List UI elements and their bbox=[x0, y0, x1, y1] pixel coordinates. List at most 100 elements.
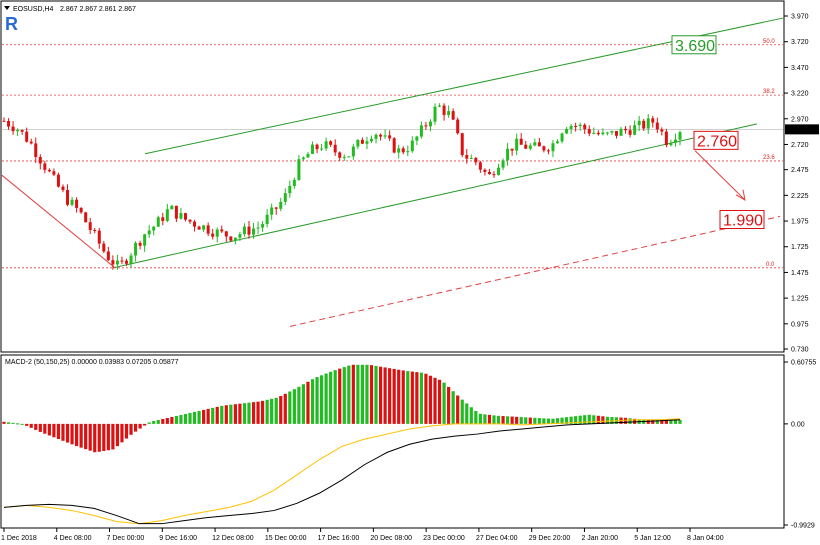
candle-body bbox=[497, 167, 501, 175]
dropdown-arrow-icon[interactable] bbox=[4, 6, 10, 10]
candle-body bbox=[646, 118, 650, 129]
candle-body bbox=[338, 152, 342, 158]
candle-body bbox=[388, 135, 392, 139]
candle-body bbox=[369, 138, 373, 142]
macd-histogram-bar bbox=[574, 416, 578, 424]
macd-histogram-bar bbox=[206, 408, 210, 424]
macd-histogram-bar bbox=[401, 370, 405, 424]
candle-body bbox=[515, 138, 519, 151]
macd-histogram-bar bbox=[496, 415, 501, 424]
macd-histogram-bar bbox=[156, 420, 160, 424]
candle-body bbox=[115, 260, 119, 265]
candle-body bbox=[238, 234, 242, 238]
macd-histogram-bar bbox=[474, 411, 478, 424]
macd-histogram-bar bbox=[515, 416, 519, 424]
candle-body bbox=[147, 230, 151, 235]
macd-histogram-bar bbox=[229, 404, 233, 424]
macd-histogram-bar bbox=[84, 423, 88, 450]
candle-body bbox=[256, 227, 260, 229]
brand-logo-letter: R bbox=[5, 14, 18, 34]
macd-histogram-bar bbox=[410, 371, 414, 424]
macd-histogram-bar bbox=[456, 395, 460, 424]
candle-body bbox=[152, 226, 156, 231]
y-tick-label: 2.970 bbox=[791, 116, 809, 123]
x-tick-label: 23 Dec 00:00 bbox=[423, 535, 465, 542]
x-tick-label: 4 Dec 08:00 bbox=[54, 535, 92, 542]
candle-body bbox=[16, 130, 20, 132]
macd-histogram-bar bbox=[61, 423, 65, 441]
macd-histogram-bar bbox=[669, 419, 673, 424]
candle-body bbox=[383, 135, 387, 137]
candle-body bbox=[415, 136, 419, 141]
macd-histogram-bar bbox=[596, 415, 600, 424]
macd-histogram-bar bbox=[211, 407, 215, 424]
macd-histogram-bar bbox=[143, 423, 147, 426]
macd-histogram-bar bbox=[74, 423, 79, 447]
macd-histogram-bar bbox=[501, 416, 505, 424]
macd-histogram-bar bbox=[655, 419, 659, 424]
candle-body bbox=[297, 159, 301, 180]
candle-body bbox=[596, 132, 600, 135]
x-tick-label: 20 Dec 08:00 bbox=[370, 535, 412, 542]
macd-histogram-bar bbox=[306, 381, 310, 424]
macd-histogram-bar bbox=[664, 419, 668, 424]
macd-histogram-bar bbox=[261, 400, 265, 424]
brand-logo-icon: R bbox=[4, 14, 19, 34]
y-tick-label: 2.720 bbox=[791, 142, 809, 149]
macd-histogram-bar bbox=[678, 419, 682, 424]
macd-histogram-bar bbox=[578, 415, 582, 424]
macd-signal-line bbox=[3, 418, 681, 525]
candle-body bbox=[569, 125, 573, 129]
macd-histogram-bar bbox=[338, 368, 342, 424]
candle-body bbox=[283, 193, 287, 202]
macd-histogram-bar bbox=[510, 416, 514, 424]
candle-body bbox=[79, 207, 83, 213]
macd-histogram-bar bbox=[247, 402, 251, 424]
macd-histogram-bar bbox=[628, 418, 632, 424]
macd-histogram-bar bbox=[47, 423, 51, 436]
macd-histogram-bar bbox=[623, 417, 628, 424]
macd-histogram-bar bbox=[38, 423, 42, 432]
y-tick-label: 3.470 bbox=[791, 65, 809, 72]
candle-body bbox=[660, 129, 664, 132]
candle-body bbox=[487, 171, 491, 175]
macd-histogram-bar bbox=[111, 423, 115, 450]
candle-body bbox=[202, 225, 206, 230]
macd-histogram-bar bbox=[310, 379, 315, 424]
candle-body bbox=[537, 142, 541, 147]
macd-histogram-bar bbox=[551, 418, 555, 424]
macd-histogram-bar bbox=[52, 423, 56, 438]
candle-body bbox=[605, 132, 609, 134]
channel-lower-line bbox=[112, 123, 758, 269]
candle-body bbox=[34, 143, 38, 158]
macd-histogram-bar bbox=[79, 423, 83, 448]
x-tick-label: 1 Dec 2018 bbox=[1, 535, 37, 542]
candle-body bbox=[519, 138, 523, 145]
candle-body bbox=[174, 205, 178, 219]
macd-histogram-bar bbox=[673, 419, 678, 424]
macd-histogram-bar bbox=[152, 421, 156, 424]
candle-body bbox=[261, 224, 265, 228]
macd-histogram-bar bbox=[301, 384, 306, 424]
macd-y-tick-label: 0.00 bbox=[791, 421, 805, 428]
candle-body bbox=[442, 105, 446, 116]
macd-histogram-bar bbox=[447, 386, 451, 424]
candle-body bbox=[252, 228, 256, 235]
candle-body bbox=[329, 141, 333, 145]
candle-body bbox=[664, 131, 668, 146]
candle-body bbox=[265, 214, 269, 225]
candle-body bbox=[120, 260, 124, 262]
candle-body bbox=[592, 132, 596, 134]
candle-body bbox=[351, 146, 355, 157]
candle-body bbox=[88, 222, 92, 231]
macd-histogram-bar bbox=[188, 412, 192, 424]
macd-histogram-bar bbox=[483, 414, 487, 424]
candle-body bbox=[84, 212, 88, 223]
macd-histogram-bar bbox=[292, 389, 296, 424]
candle-body bbox=[578, 124, 582, 127]
macd-histogram-bar bbox=[16, 423, 20, 425]
macd-histogram-bar bbox=[170, 417, 174, 424]
candle-body bbox=[270, 207, 274, 215]
macd-histogram-bar bbox=[183, 413, 188, 424]
